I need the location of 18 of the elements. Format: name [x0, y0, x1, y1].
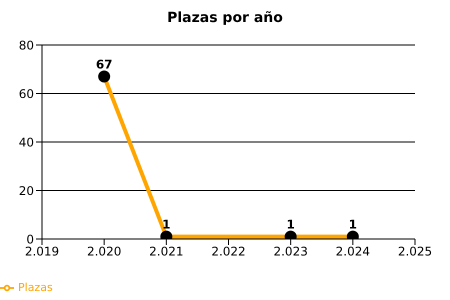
- x-tick-label: 2.024: [336, 244, 370, 259]
- x-tick-label: 2.025: [398, 244, 432, 259]
- data-label: 1: [348, 218, 358, 232]
- y-tick-label: 60: [18, 86, 34, 101]
- x-tick-label: 2.021: [149, 244, 184, 259]
- y-tick-label: 40: [18, 135, 34, 150]
- x-tick-label: 2.019: [24, 244, 60, 259]
- x-tick-label: 2.023: [273, 244, 308, 259]
- chart-title: Plazas por año: [166, 10, 284, 26]
- data-label: 67: [96, 58, 113, 72]
- data-label: 1: [162, 218, 171, 232]
- x-tick-label: 2.022: [211, 244, 246, 259]
- legend-label: Plazas: [18, 281, 53, 294]
- y-tick-label: 0: [26, 232, 34, 246]
- data-label: 1: [286, 218, 295, 232]
- y-tick-label: 20: [18, 184, 34, 198]
- x-tick-label: 2.020: [86, 244, 122, 259]
- y-tick-label: 80: [18, 38, 34, 52]
